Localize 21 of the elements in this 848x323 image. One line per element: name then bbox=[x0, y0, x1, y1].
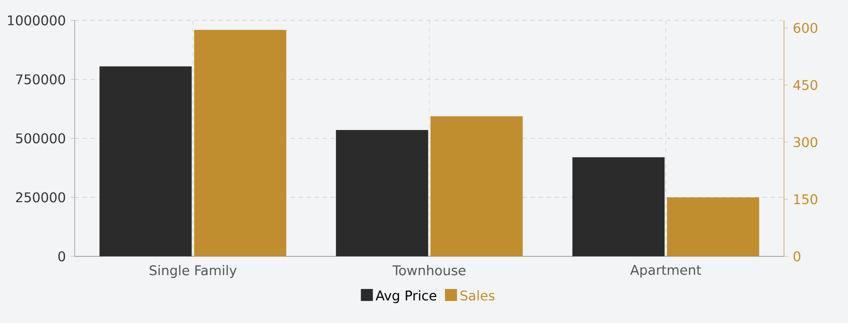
y2-tick-label: 600 bbox=[794, 22, 818, 33]
bar bbox=[572, 157, 665, 256]
legend-label: Sales bbox=[460, 290, 494, 301]
y-tick-label: 1000000 bbox=[8, 15, 66, 26]
legend-label: Avg Price bbox=[376, 290, 436, 304]
bar bbox=[100, 66, 192, 256]
y2-tick-label: 0 bbox=[794, 251, 800, 262]
y2-tick-label: 300 bbox=[794, 137, 818, 148]
y-tick-label: 750000 bbox=[16, 74, 66, 84]
y-tick-label: 250000 bbox=[16, 192, 66, 202]
bar bbox=[194, 30, 286, 256]
bar bbox=[666, 197, 760, 256]
bar bbox=[336, 130, 428, 256]
x-tick-label: Single Family bbox=[150, 265, 237, 278]
x-tick-label: Apartment bbox=[630, 265, 702, 278]
bar bbox=[430, 116, 523, 256]
y2-tick-label: 450 bbox=[793, 80, 818, 90]
y2-tick-label: 150 bbox=[794, 194, 818, 204]
x-tick-label: Townhouse bbox=[392, 265, 466, 276]
y-tick-label: 500000 bbox=[16, 133, 66, 144]
y-tick-label: 0 bbox=[58, 251, 66, 262]
